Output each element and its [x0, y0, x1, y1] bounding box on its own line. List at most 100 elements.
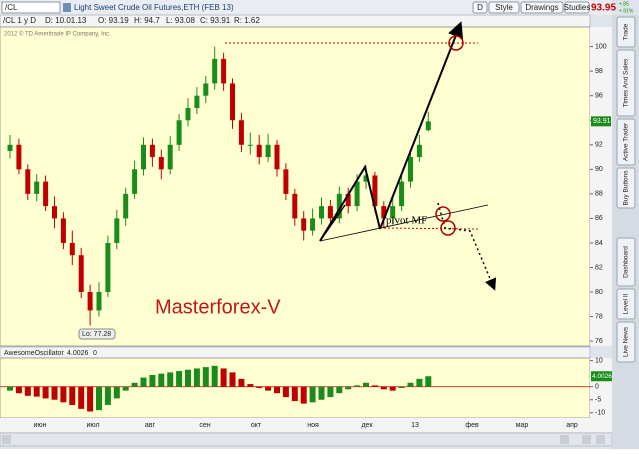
last-price: 93.95: [591, 3, 616, 14]
last-price-label: 93.91: [593, 118, 611, 125]
zoom-in[interactable]: [596, 435, 605, 444]
info-item: C: 93.91: [200, 16, 231, 25]
side-tab-label: Times And Sales: [623, 58, 630, 107]
y-tick-label: 98: [595, 68, 603, 75]
info-item: L: 93.08: [166, 16, 195, 25]
y-tick-label: 0: [595, 384, 599, 391]
candle-body: [87, 292, 93, 311]
candle-body: [221, 58, 227, 84]
link-icon[interactable]: [63, 3, 71, 12]
osc-bar: [380, 386, 387, 390]
candle-body: [149, 144, 155, 158]
x-tick-label: авг: [145, 422, 156, 429]
description: Light Sweet Crude Oil Futures,ETH (FEB 1…: [74, 3, 234, 12]
candle-body: [25, 169, 31, 194]
candle-body: [78, 255, 84, 293]
osc-bar: [131, 382, 138, 387]
osc-bar: [113, 386, 120, 399]
osc-bar: [327, 386, 334, 398]
candle-body: [399, 181, 405, 207]
y-tick-label: 96: [595, 93, 603, 100]
side-tab[interactable]: [616, 288, 636, 320]
osc-bar: [425, 376, 432, 387]
marker-circle: [440, 220, 456, 236]
candle-body: [238, 120, 244, 145]
osc-bar: [220, 368, 227, 387]
osc-bar: [336, 386, 343, 394]
osc-value-label: 4.0026: [592, 373, 612, 380]
button-label: Studies: [564, 3, 591, 12]
x-tick-label: сен: [199, 422, 210, 429]
info-symbol: /CL 1 y D: [3, 16, 36, 25]
button-label: D: [477, 3, 483, 12]
side-tab-label: Live News: [623, 326, 630, 357]
side-tab[interactable]: [616, 167, 636, 209]
candle-body: [123, 193, 129, 219]
watermark: Masterforex-V: [155, 296, 281, 318]
scrollbar[interactable]: [0, 432, 613, 447]
info-item: H: 94.7: [134, 16, 160, 25]
osc-param: 0: [93, 350, 97, 357]
toolbar-button[interactable]: [488, 1, 520, 14]
osc-bar: [193, 368, 200, 387]
candle-body: [381, 206, 387, 219]
candle-body: [256, 144, 262, 158]
toolbar-button[interactable]: [520, 1, 564, 14]
osc-bar: [24, 386, 31, 396]
y-tick-label: 86: [595, 215, 603, 222]
date-axis: [0, 418, 612, 432]
candle-body: [354, 181, 360, 207]
scroll-left[interactable]: [2, 435, 11, 444]
side-tab[interactable]: [616, 118, 636, 166]
x-tick-label: мар: [516, 422, 529, 429]
osc-bar: [158, 373, 165, 387]
candle-body: [69, 242, 75, 256]
candle-body: [176, 120, 182, 145]
y-tick-label: -5: [595, 397, 601, 404]
x-tick-label: июн: [33, 422, 46, 429]
candle-body: [60, 218, 66, 243]
zoom-out[interactable]: [582, 435, 591, 444]
osc-bar: [60, 386, 67, 403]
y-tick-label: 82: [595, 264, 603, 271]
side-tab-label: Buy Buttons: [623, 170, 630, 206]
candle-body: [336, 193, 342, 219]
osc-title: AwesomeOscillator: [4, 350, 64, 357]
osc-header-value: 4.0026: [67, 350, 89, 357]
candle-body: [16, 144, 22, 170]
last-price-box: [591, 116, 611, 127]
symbol-input[interactable]: [1, 1, 61, 14]
side-tab[interactable]: [616, 321, 636, 363]
candle-body: [425, 121, 431, 131]
osc-bar: [291, 386, 298, 402]
copyright: 2012 © TD Ameritrade IP Company, Inc.: [4, 31, 111, 38]
candle-body: [247, 144, 253, 146]
candle-body: [274, 144, 280, 170]
toolbar-button[interactable]: [472, 1, 488, 14]
candle-body: [408, 157, 413, 182]
osc-bar: [7, 386, 13, 391]
osc-bar: [247, 384, 254, 387]
pivot-line: [379, 227, 479, 230]
osc-bar: [238, 378, 245, 387]
osc-bar: [69, 386, 76, 405]
osc-bar: [345, 386, 352, 390]
candle-body: [310, 218, 316, 231]
side-tab[interactable]: [616, 49, 636, 117]
side-tab[interactable]: [616, 237, 636, 287]
candle-body: [319, 206, 324, 219]
osc-bar: [398, 386, 405, 388]
osc-bar: [309, 386, 316, 403]
y-tick-label: 100: [595, 43, 607, 50]
toolbar-button[interactable]: [564, 1, 590, 14]
target-arrow: [379, 21, 464, 230]
scroll-right[interactable]: [560, 435, 569, 444]
symbol: /CL: [5, 3, 18, 12]
side-tab-label: Trade: [623, 23, 630, 40]
change-pct: +.91%: [619, 8, 634, 14]
candle-body: [292, 193, 298, 219]
side-tab[interactable]: [616, 16, 636, 48]
info-row: [0, 14, 591, 28]
osc-bar: [122, 386, 129, 391]
button-label: Drawings: [525, 3, 558, 12]
